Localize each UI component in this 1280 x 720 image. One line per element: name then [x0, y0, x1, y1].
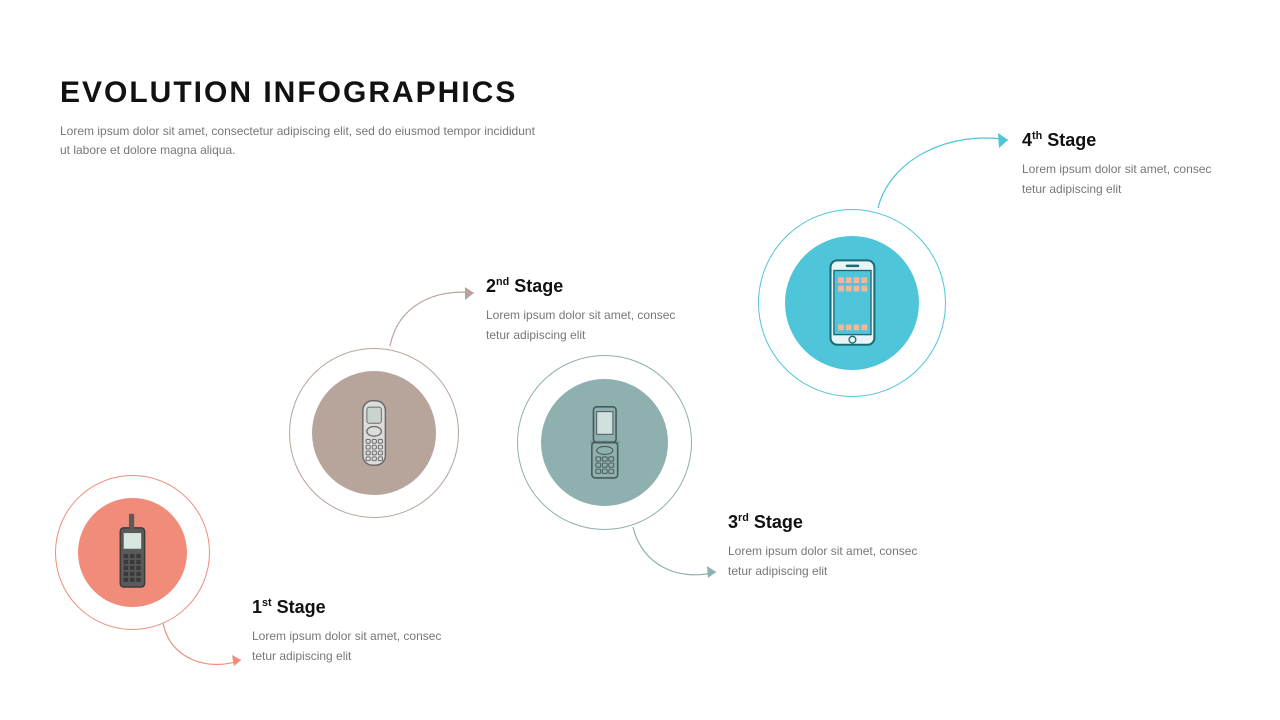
stage4-arrow	[0, 0, 1100, 720]
